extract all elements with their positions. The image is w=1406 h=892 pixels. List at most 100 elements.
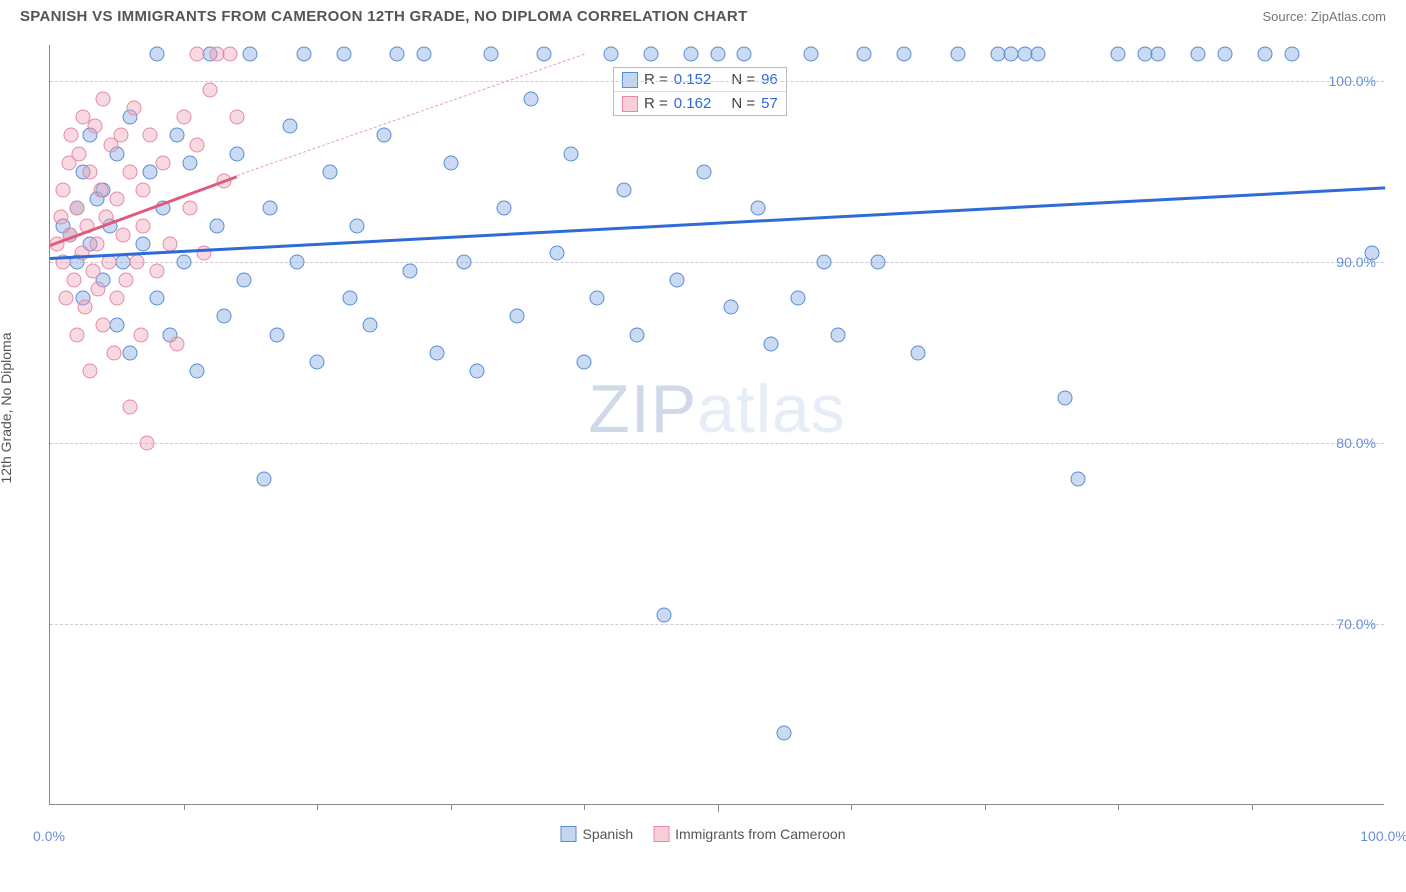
scatter-point (149, 47, 164, 62)
scatter-point (64, 128, 79, 143)
scatter-point (229, 146, 244, 161)
scatter-point (263, 200, 278, 215)
scatter-point (136, 182, 151, 197)
scatter-point (91, 282, 106, 297)
scatter-point (1030, 47, 1045, 62)
scatter-point (149, 291, 164, 306)
scatter-point (89, 237, 104, 252)
x-tick (985, 804, 986, 810)
scatter-point (550, 246, 565, 261)
scatter-point (723, 300, 738, 315)
scatter-point (870, 255, 885, 270)
legend-swatch (622, 72, 638, 88)
scatter-point (69, 200, 84, 215)
scatter-point (96, 318, 111, 333)
gridline (50, 443, 1384, 444)
scatter-point (129, 255, 144, 270)
scatter-point (416, 47, 431, 62)
scatter-point (77, 300, 92, 315)
scatter-point (169, 128, 184, 143)
scatter-point (430, 345, 445, 360)
scatter-point (88, 119, 103, 134)
legend-item: Spanish (561, 826, 634, 842)
scatter-point (283, 119, 298, 134)
scatter-point (617, 182, 632, 197)
scatter-point (350, 218, 365, 233)
legend-n-value: 57 (761, 95, 778, 112)
scatter-point (143, 164, 158, 179)
scatter-point (1057, 390, 1072, 405)
scatter-point (523, 92, 538, 107)
scatter-point (910, 345, 925, 360)
scatter-point (236, 273, 251, 288)
trend-line-spanish (50, 186, 1385, 259)
scatter-point (510, 309, 525, 324)
y-tick-label: 100.0% (1329, 73, 1376, 89)
scatter-point (109, 191, 124, 206)
scatter-point (737, 47, 752, 62)
scatter-point (229, 110, 244, 125)
scatter-point (96, 92, 111, 107)
legend-r-value: 0.152 (674, 71, 712, 88)
scatter-point (209, 218, 224, 233)
scatter-point (336, 47, 351, 62)
scatter-point (857, 47, 872, 62)
x-tick (1252, 804, 1253, 810)
scatter-point (116, 228, 131, 243)
scatter-point (670, 273, 685, 288)
scatter-point (830, 327, 845, 342)
scatter-point (93, 182, 108, 197)
chart-title: SPANISH VS IMMIGRANTS FROM CAMEROON 12TH… (20, 8, 748, 25)
scatter-point (750, 200, 765, 215)
scatter-point (183, 155, 198, 170)
scatter-point (83, 164, 98, 179)
scatter-point (683, 47, 698, 62)
scatter-point (119, 273, 134, 288)
scatter-point (149, 264, 164, 279)
scatter-point (59, 291, 74, 306)
trend-line-cameroon-dash (237, 54, 584, 176)
legend-row: R =0.152N =96 (614, 68, 786, 92)
series-legend: Spanish Immigrants from Cameroon (561, 826, 846, 842)
scatter-point (163, 237, 178, 252)
scatter-point (897, 47, 912, 62)
scatter-point (109, 291, 124, 306)
scatter-point (323, 164, 338, 179)
legend-r-label: R = (644, 95, 668, 112)
source-attribution: Source: ZipAtlas.com (1262, 9, 1386, 24)
scatter-point (72, 146, 87, 161)
scatter-point (156, 155, 171, 170)
legend-n-label: N = (731, 95, 755, 112)
scatter-point (109, 318, 124, 333)
scatter-point (470, 363, 485, 378)
scatter-point (763, 336, 778, 351)
scatter-point (203, 83, 218, 98)
legend-r-value: 0.162 (674, 95, 712, 112)
scatter-point (1284, 47, 1299, 62)
scatter-point (443, 155, 458, 170)
scatter-point (456, 255, 471, 270)
scatter-point (1070, 472, 1085, 487)
scatter-point (189, 47, 204, 62)
scatter-point (1151, 47, 1166, 62)
scatter-point (496, 200, 511, 215)
scatter-point (123, 345, 138, 360)
title-bar: SPANISH VS IMMIGRANTS FROM CAMEROON 12TH… (0, 0, 1406, 33)
scatter-point (643, 47, 658, 62)
scatter-point (67, 273, 82, 288)
scatter-point (363, 318, 378, 333)
x-tick (584, 804, 585, 810)
scatter-point (113, 128, 128, 143)
scatter-point (69, 327, 84, 342)
scatter-point (183, 200, 198, 215)
scatter-point (216, 309, 231, 324)
scatter-point (603, 47, 618, 62)
x-tick (451, 804, 452, 810)
scatter-point (1257, 47, 1272, 62)
gridline (50, 81, 1384, 82)
scatter-point (133, 327, 148, 342)
scatter-point (189, 137, 204, 152)
watermark: ZIPatlas (588, 370, 845, 448)
legend-item: Immigrants from Cameroon (653, 826, 845, 842)
legend-n-label: N = (731, 71, 755, 88)
